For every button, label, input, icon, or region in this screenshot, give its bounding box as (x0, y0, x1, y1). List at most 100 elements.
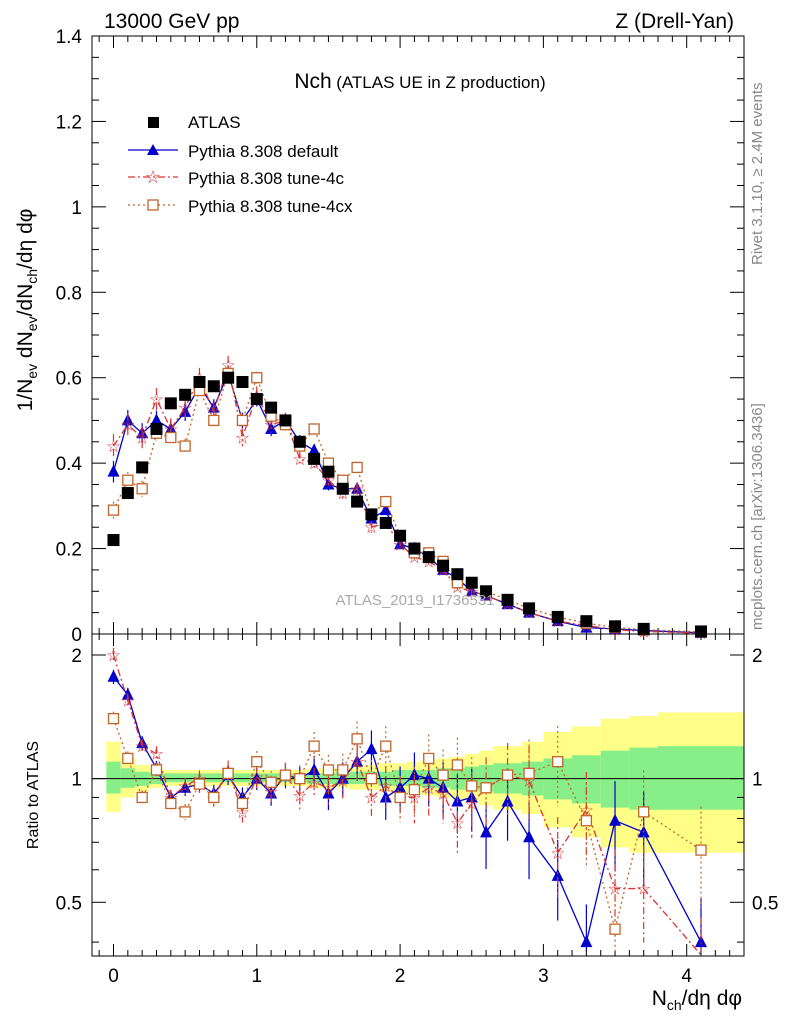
ratio-data-point (380, 740, 392, 752)
main-data-point (308, 443, 321, 456)
main-data-point (179, 440, 191, 452)
ratio-series-line (112, 676, 702, 945)
main-data-point (322, 477, 335, 490)
main-data-point: ☆ (120, 416, 135, 435)
ratio-data-point (466, 780, 478, 792)
ratio-data-point (408, 768, 421, 781)
main-y-tick-label: 0 (71, 625, 82, 646)
ratio-data-point (423, 752, 435, 765)
atlas-data-point (422, 551, 435, 564)
ratio-data-point: ☆ (335, 771, 350, 790)
legend-default-marker (147, 144, 159, 155)
main-data-point (380, 495, 392, 508)
ratio-data-point (365, 772, 378, 785)
main-data-point (379, 503, 392, 516)
ratio-data-point: ☆ (435, 785, 450, 804)
ratio-data-point: ☆ (120, 691, 135, 710)
ratio-data-point (609, 813, 622, 826)
ratio-data-point (551, 868, 564, 881)
ratio-data-point (437, 769, 449, 781)
ratio-data-point (501, 794, 514, 807)
ratio-data-point (308, 740, 320, 752)
atlas-data-point (609, 620, 622, 633)
ratio-data-point: ☆ (421, 779, 436, 798)
atlas-data-point (222, 371, 235, 384)
ratio-data-point: ☆ (364, 788, 379, 807)
main-data-point (165, 431, 177, 444)
ratio-data-point (265, 776, 277, 788)
ratio-data-point: ☆ (579, 801, 594, 820)
ratio-data-point (580, 815, 593, 827)
x-tick-label: 4 (681, 966, 692, 987)
ratio-data-point (236, 797, 249, 810)
atlas-data-point (551, 610, 564, 623)
main-y-tick-label: 1.4 (56, 27, 83, 48)
x-tick-label: 2 (395, 966, 406, 987)
legend: ATLAS Pythia 8.308 default ☆ Pythia 8.30… (128, 113, 353, 216)
ratio-plot-frame (91, 633, 745, 957)
ratio-data-point: ☆ (636, 880, 651, 899)
legend-tune4c-label: Pythia 8.308 tune-4c (188, 169, 344, 188)
atlas-data-point (179, 388, 192, 401)
ratio-data-point (322, 764, 335, 776)
ratio-band-green (658, 746, 744, 810)
atlas-data-point (236, 375, 249, 388)
ratio-data-point (337, 764, 349, 776)
main-data-point (122, 474, 134, 486)
main-data-point (164, 421, 177, 434)
header-left: 13000 GeV pp (104, 10, 239, 33)
ratio-data-point: ☆ (378, 777, 393, 796)
atlas-data-point (351, 495, 364, 508)
main-data-point (150, 413, 163, 426)
ratio-data-point (523, 830, 536, 843)
ratio-y-tick-label: 0.5 (56, 893, 82, 914)
x-tick-label: 1 (252, 966, 263, 987)
atlas-data-point (451, 568, 464, 581)
ratio-data-point (279, 769, 292, 781)
main-data-point: ☆ (106, 437, 121, 456)
ratio-data-point: ☆ (249, 768, 264, 787)
ratio-data-point (422, 771, 435, 784)
header-right: Z (Drell-Yan) (615, 10, 734, 33)
rivet-version-label: Rivet 3.1.10, ≥ 2.4M events (749, 83, 766, 266)
main-data-point: ☆ (349, 480, 364, 499)
ratio-data-point: ☆ (292, 786, 307, 805)
ratio-data-point: ☆ (450, 814, 465, 833)
atlas-data-point (250, 393, 263, 406)
ratio-data-point (451, 759, 464, 771)
ratio-data-point (251, 755, 263, 768)
atlas-data-point (193, 375, 206, 388)
main-y-tick-label: 0.8 (56, 283, 82, 304)
ratio-data-point (695, 844, 707, 856)
ratio-band-green (572, 755, 601, 804)
atlas-data-point (437, 559, 450, 572)
ratio-data-point (150, 764, 163, 776)
main-data-point (236, 414, 249, 427)
atlas-data-point (465, 576, 478, 589)
ratio-band-green (120, 768, 135, 788)
ratio-data-point (351, 733, 363, 745)
atlas-data-point (164, 397, 177, 410)
x-axis-title: Nch/dη dφ (652, 987, 742, 1013)
main-data-point (308, 423, 320, 435)
atlas-data-point (365, 508, 378, 521)
ratio-y-tick-label-right: 2 (752, 646, 763, 667)
legend-tune4cx-label: Pythia 8.308 tune-4cx (188, 197, 353, 216)
atlas-data-point (379, 516, 392, 529)
ratio-series-line (112, 718, 702, 930)
ratio-y-tick-label: 1 (71, 770, 82, 791)
ratio-data-point: ☆ (321, 779, 336, 798)
ratio-data-point (193, 778, 206, 790)
ratio-data-point (179, 780, 192, 793)
analysis-watermark: ATLAS_2019_I1736531 (335, 592, 494, 609)
atlas-data-point (207, 380, 220, 393)
main-y-tick-label: 0.4 (56, 454, 83, 475)
ratio-band-green (163, 773, 178, 783)
main-data-point: ☆ (149, 390, 164, 409)
ratio-data-point (638, 806, 650, 818)
ratio-data-point: ☆ (349, 753, 364, 772)
ratio-data-point (179, 806, 191, 818)
main-data-point (208, 414, 220, 427)
ratio-band-green (177, 773, 193, 783)
ratio-data-point (222, 767, 234, 780)
